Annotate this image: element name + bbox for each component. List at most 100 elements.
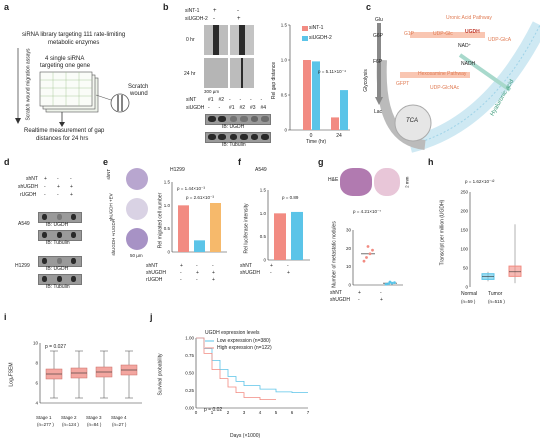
- c-nad: NAD⁺: [458, 43, 472, 49]
- e-bar-1: [194, 240, 205, 252]
- j-pvalue: p = 0.02: [204, 407, 223, 413]
- e-row-label-2: rUGDH: [146, 277, 163, 283]
- e-row-0-0: +: [180, 263, 183, 269]
- panel-g-label: g: [318, 157, 324, 167]
- j-xtick-label-3: 3: [243, 410, 246, 415]
- b-lane-siugdh-0: -: [208, 105, 210, 111]
- c-glycolysis: Glycolysis: [362, 69, 369, 92]
- c-g6p: G6P: [373, 33, 384, 39]
- g-ytick-label-3: 30: [346, 228, 352, 233]
- b-lane-sint-5: -: [260, 97, 263, 103]
- d-sign-0-1: -: [57, 176, 59, 182]
- d-sign-1-1: +: [57, 184, 60, 190]
- j-xtick-label-6: 6: [291, 410, 294, 415]
- h-box-plot: 0 50 100 150 200 250: [460, 190, 522, 290]
- e-bar-0: [178, 205, 189, 252]
- g-lung-shnt: [340, 168, 372, 196]
- c-pathway-diagram: [375, 21, 540, 153]
- e-ytick-label-3: 1.5: [164, 180, 171, 185]
- b-time-24: 24 hr: [184, 71, 196, 77]
- c-uronic: Uronic Acid Pathway: [446, 15, 492, 21]
- j-ylabel: Survival probability: [157, 353, 164, 396]
- e-p1: p = 1.44×10⁻³: [177, 186, 205, 191]
- h-ytick-label-2: 100: [460, 247, 468, 252]
- panel-e-label: e: [103, 157, 109, 167]
- d-blot-h1299-ugdh: [38, 256, 82, 267]
- i-pvalue: p = 0.027: [45, 344, 66, 350]
- b-time-0: 0 hr: [186, 37, 195, 43]
- j-curve-1: [196, 337, 276, 400]
- h-ytick-label-0: 0: [465, 285, 468, 290]
- j-xtick-label-5: 5: [275, 410, 278, 415]
- h-ytick-label-3: 150: [460, 228, 468, 233]
- f-ytick-label-1: 0.5: [260, 234, 267, 239]
- g-row-0-0: +: [358, 290, 361, 296]
- e-ytick-label-1: 0.5: [164, 226, 171, 231]
- e-row-2-1: -: [196, 277, 198, 283]
- j-legend-title: UGDH expression levels: [205, 330, 260, 336]
- panel-a-label: a: [4, 2, 10, 12]
- b-image-sint-24: [204, 58, 228, 88]
- b-image-siugdh-24: [230, 58, 254, 88]
- e-row-1-2: +: [212, 270, 215, 276]
- b-blot-ugdh: [205, 114, 271, 125]
- e-row-label-0: shNT: [146, 263, 158, 269]
- g-ytick-label-0: 0: [348, 283, 351, 288]
- d-a549-ib1: IB: UGDH: [46, 222, 69, 228]
- b-ytick-label-3: 1.5: [281, 23, 288, 28]
- b-image-sint-0: [204, 25, 228, 55]
- f-row-1-1: +: [287, 270, 290, 276]
- b-lane-sint-3: -: [239, 97, 242, 103]
- f-ytick-label-3: 1.5: [260, 188, 267, 193]
- d-sign-0-0: +: [44, 176, 47, 182]
- b-ytick-label-1: 0.5: [281, 93, 288, 98]
- b-ytick-label-2: 1.0: [281, 58, 288, 63]
- j-km-plot: 1.00 0.75 0.50 0.25 0.000 1 2 3 4 5 6 7: [185, 336, 310, 416]
- g-ytick-label-1: 10: [346, 264, 352, 269]
- b-legend-swatch-sint: [302, 26, 308, 31]
- panel-j-label: j: [150, 312, 153, 322]
- a-plate-stack: [39, 71, 99, 113]
- c-udp-glca: UDP-GlcA: [488, 37, 512, 43]
- d-blot-a549-tub: [38, 230, 82, 241]
- j-ytick-label-0: 1.00: [185, 336, 194, 341]
- j-xtick-label-1: 1: [211, 410, 214, 415]
- g-row-label-0: shNT: [330, 290, 342, 296]
- c-glu: Glu: [375, 17, 383, 23]
- b-siNT-label: siNT-1: [185, 8, 200, 14]
- c-udp-glc: UDP-Glc: [433, 31, 453, 37]
- b-xtick-label-1: 24: [336, 133, 342, 139]
- b-legend-sint: siNT-1: [309, 25, 324, 31]
- b-bar-1-1: [340, 90, 348, 130]
- e-dish-shugdh-ev: [126, 198, 148, 220]
- c-lac: Lac: [374, 109, 383, 115]
- a-sub-2: targeting one gene: [40, 63, 91, 69]
- f-row-0-1: -: [287, 263, 289, 269]
- c-ugdh: UGDH: [465, 29, 480, 35]
- g-row-1-0: -: [358, 297, 360, 303]
- e-img-label-2: shUGDH +EV: [108, 193, 114, 222]
- e-row-0-1: -: [196, 263, 198, 269]
- i-ytick-label-0: 4: [35, 401, 38, 406]
- e-dish-shnt: [126, 168, 148, 190]
- e-row-2-0: -: [180, 277, 182, 283]
- panel-i-label: i: [4, 312, 7, 322]
- d-shNT: shNT: [26, 176, 38, 182]
- e-dish-shugdh-rugdh: [126, 228, 148, 250]
- g-he: H&E: [328, 177, 339, 183]
- d-sign-2-1: -: [57, 192, 59, 198]
- j-ytick-label-3: 0.25: [185, 388, 194, 393]
- h-cat-tumor: Tumor: [488, 291, 503, 297]
- f-ytick-label-0: 0: [263, 258, 266, 263]
- e-ylabel: Rel migrated cell number: [157, 192, 164, 249]
- b-xtick-label-0: 0: [310, 133, 313, 139]
- j-xtick-label-0: 0: [195, 410, 198, 415]
- h-ytick-label-4: 200: [460, 209, 468, 214]
- h-box-1: [508, 265, 522, 277]
- panel-b-label: b: [163, 2, 169, 12]
- h-n-normal: (n=59 ): [461, 299, 476, 304]
- g-point-1-4: [388, 280, 392, 284]
- c-hexosamine: Hexosamine Pathway: [418, 71, 467, 77]
- d-h1299-ib1: IB: UGDH: [46, 266, 69, 272]
- i-n-1: (n=124 ): [62, 422, 79, 427]
